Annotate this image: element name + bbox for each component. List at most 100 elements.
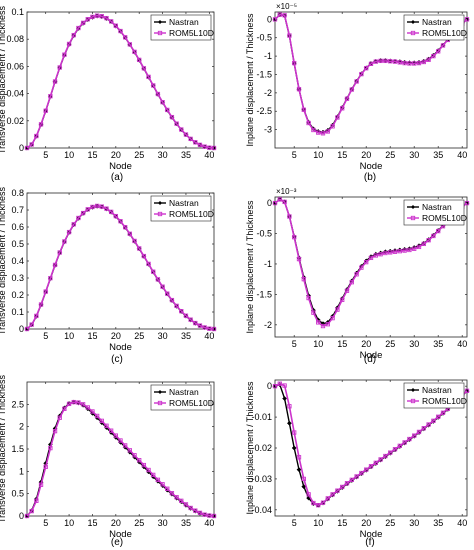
x-tick-label: 25 xyxy=(134,518,144,528)
data-point xyxy=(76,215,81,221)
data-point xyxy=(165,291,170,296)
data-point xyxy=(301,277,306,282)
y-tick-label: -0.5 xyxy=(256,229,272,239)
data-point xyxy=(183,132,189,137)
data-point xyxy=(141,462,147,468)
data-point xyxy=(123,35,128,40)
data-point xyxy=(388,59,393,64)
data-point xyxy=(43,289,48,294)
series-rom5l10d xyxy=(272,381,470,508)
x-tick-label: 40 xyxy=(204,518,214,528)
data-point xyxy=(354,272,359,277)
data-point xyxy=(402,440,407,445)
legend-marker xyxy=(410,215,416,221)
legend-box xyxy=(403,199,465,226)
chart-panel-2: 5 10 15 20 25 30 35 40 0 -0.5 -1 -1.5 -2 -2.5 -3 ×10⁻⁵ N… xyxy=(245,2,470,183)
data-point xyxy=(80,402,86,407)
data-point xyxy=(373,253,378,258)
data-point xyxy=(330,124,335,129)
series-rom5l10d xyxy=(24,13,217,151)
data-point xyxy=(311,310,316,315)
data-point xyxy=(24,513,30,519)
legend-label: Nastran xyxy=(169,387,199,397)
x-tick-label: 35 xyxy=(181,150,191,160)
data-point xyxy=(330,315,335,321)
data-point xyxy=(52,262,58,268)
data-point xyxy=(202,512,207,517)
legend-marker xyxy=(158,390,162,394)
data-point xyxy=(202,325,207,330)
data-point xyxy=(436,49,441,54)
y-tick-label: 0 xyxy=(19,324,24,334)
data-point xyxy=(354,79,359,84)
data-point xyxy=(364,259,369,265)
data-point xyxy=(373,460,378,465)
data-point xyxy=(368,464,374,469)
legend-box xyxy=(150,384,212,411)
y-tick-label: 0.6 xyxy=(11,222,24,232)
data-point xyxy=(421,241,426,247)
data-point xyxy=(108,19,114,24)
data-point xyxy=(169,491,175,496)
data-point xyxy=(335,488,340,493)
data-point xyxy=(368,255,374,261)
x-tick-label: 35 xyxy=(433,518,443,528)
data-point xyxy=(179,309,184,314)
data-point xyxy=(76,400,81,405)
data-point xyxy=(151,472,156,478)
data-point xyxy=(392,59,398,64)
x-axis-label: Node xyxy=(360,161,383,172)
data-point xyxy=(316,320,321,325)
data-point xyxy=(34,313,39,319)
x-tick-label: 40 xyxy=(204,331,214,341)
data-point xyxy=(90,14,95,20)
y-tick-label: 0.2 xyxy=(11,290,24,300)
y-axis-label: Transverse displacement / Thickness xyxy=(0,5,7,154)
data-point xyxy=(90,204,95,210)
y-tick-label: -2 xyxy=(264,320,272,330)
data-point xyxy=(292,430,297,435)
data-point xyxy=(416,244,422,250)
chart-panel-1: 5 10 15 20 25 30 35 40 0 0.02 0.04 0.06 0.08 0.1 Node T… xyxy=(0,5,217,183)
data-point xyxy=(306,120,311,126)
data-point xyxy=(80,20,86,26)
y-axis-label: Transverse displacement / Thickness xyxy=(0,186,7,335)
series-rom5l10d xyxy=(24,399,217,519)
data-point xyxy=(151,83,156,88)
x-tick-label: 5 xyxy=(292,518,297,528)
legend-marker xyxy=(411,388,415,392)
data-point xyxy=(373,59,378,64)
legend-marker xyxy=(411,205,415,209)
data-point xyxy=(38,302,44,307)
data-point xyxy=(104,206,109,211)
data-point xyxy=(155,277,161,282)
data-point xyxy=(325,129,330,134)
data-point xyxy=(440,43,446,48)
chart-panel-6: 5 10 15 20 25 30 35 40 0 -0.01 -0.02 -0.03 -0.04 Node… xyxy=(245,379,470,548)
data-point xyxy=(193,140,198,145)
data-point xyxy=(71,32,76,38)
data-point xyxy=(29,322,34,327)
data-point xyxy=(174,495,179,500)
x-tick-label: 30 xyxy=(409,339,419,349)
legend-box xyxy=(403,382,465,409)
data-point xyxy=(426,422,431,427)
data-point xyxy=(169,297,175,303)
y-tick-label: -0.01 xyxy=(251,412,272,422)
data-point xyxy=(277,197,282,202)
x-tick-label: 35 xyxy=(181,518,191,528)
data-point xyxy=(80,210,86,216)
data-point xyxy=(183,502,189,507)
data-point xyxy=(407,436,412,442)
y-axis-label: Transverse displacement / Thickness xyxy=(0,374,7,523)
y-axis-label: Inplane displacement / Thickness xyxy=(245,13,255,146)
data-point xyxy=(62,406,67,411)
data-point xyxy=(282,383,287,388)
data-point xyxy=(282,13,287,18)
y-exponent-label: ×10⁻⁵ xyxy=(276,2,297,11)
data-point xyxy=(94,413,100,419)
data-point xyxy=(193,508,198,513)
data-point xyxy=(48,94,53,99)
data-point xyxy=(364,467,369,472)
